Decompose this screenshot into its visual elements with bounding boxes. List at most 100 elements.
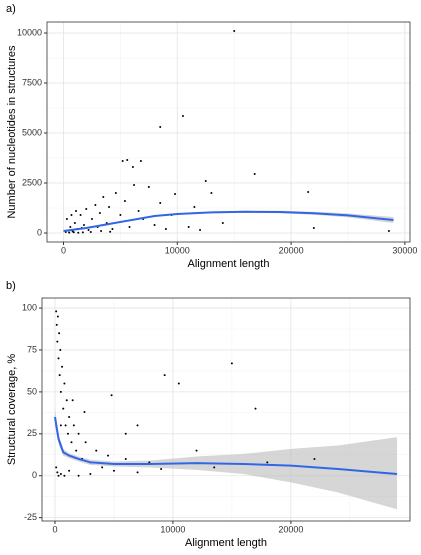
point: [131, 166, 134, 168]
point: [77, 231, 80, 234]
y-tick-label: 0: [32, 470, 37, 480]
point: [59, 348, 62, 351]
point: [101, 466, 104, 469]
point: [108, 206, 111, 208]
point: [77, 432, 80, 435]
point: [55, 310, 58, 313]
point: [58, 332, 61, 335]
point: [230, 362, 233, 365]
point: [181, 115, 184, 117]
point: [57, 474, 60, 477]
y-tick-label: -25: [24, 512, 37, 522]
point: [90, 218, 93, 220]
point: [100, 230, 103, 232]
plot-panel: [47, 22, 410, 242]
point: [87, 229, 90, 231]
point: [73, 222, 76, 224]
point: [55, 466, 58, 469]
point: [62, 407, 65, 410]
point: [79, 214, 82, 216]
point: [123, 200, 126, 202]
point: [66, 432, 69, 435]
y-tick-label: 0: [37, 227, 42, 237]
point: [59, 473, 62, 476]
x-tick-label: 20000: [278, 524, 303, 534]
point: [124, 432, 127, 435]
point: [266, 461, 269, 464]
y-tick-label: 75: [27, 344, 37, 354]
point: [89, 231, 92, 233]
x-tick-label: 10000: [160, 524, 185, 534]
y-tick-label: 10000: [17, 27, 42, 37]
point: [65, 399, 68, 402]
x-tick-label: 0: [52, 524, 57, 534]
point: [68, 231, 71, 234]
y-tick-label: 5000: [22, 127, 42, 137]
point: [137, 210, 140, 212]
x-tick-label: 30000: [392, 245, 417, 255]
point: [164, 228, 167, 230]
point: [159, 126, 162, 128]
point: [56, 340, 59, 343]
x-tick-label: 0: [61, 245, 66, 255]
point: [83, 411, 86, 414]
point: [254, 407, 257, 410]
y-axis-title: Structural coverage, %: [6, 354, 18, 465]
y-tick-label: 50: [27, 386, 37, 396]
point: [111, 228, 114, 230]
point: [121, 160, 124, 162]
point: [55, 323, 58, 326]
smooth-line: [63, 210, 394, 232]
point: [307, 191, 310, 193]
point: [139, 160, 142, 162]
point: [148, 461, 151, 464]
panel-label: b): [6, 280, 16, 292]
point: [95, 449, 98, 452]
point: [81, 231, 84, 234]
point: [72, 424, 75, 427]
point: [85, 208, 88, 210]
point: [69, 226, 72, 228]
point: [82, 224, 85, 226]
point: [56, 315, 59, 318]
point: [102, 196, 105, 198]
x-tick-label: 10000: [165, 245, 190, 255]
plot-border: [46, 21, 411, 243]
y-tick-label: 100: [22, 302, 37, 312]
point: [110, 394, 113, 397]
point: [63, 474, 66, 477]
point: [68, 469, 71, 472]
point: [65, 218, 68, 220]
point: [98, 212, 101, 214]
panel-label: a): [6, 3, 16, 15]
point: [153, 224, 156, 226]
point: [163, 374, 166, 377]
point: [313, 457, 316, 460]
point: [193, 206, 196, 208]
point: [174, 193, 177, 195]
x-axis-title: Alignment length: [188, 258, 270, 270]
point: [109, 230, 112, 233]
point: [70, 441, 73, 444]
point: [233, 30, 236, 32]
point: [112, 469, 115, 472]
plot-border: [41, 297, 411, 522]
confidence-band: [54, 408, 398, 510]
point: [213, 466, 216, 469]
point: [72, 231, 75, 234]
point: [94, 204, 97, 206]
point: [177, 382, 180, 385]
point: [126, 159, 129, 161]
point: [68, 416, 71, 419]
point: [160, 468, 163, 471]
point: [187, 226, 190, 228]
point: [75, 449, 78, 452]
point: [89, 473, 92, 476]
point: [70, 214, 73, 216]
point: [124, 457, 127, 460]
point: [84, 441, 87, 444]
point: [56, 471, 59, 474]
y-tick-label: 7500: [22, 77, 42, 87]
point: [199, 229, 202, 231]
